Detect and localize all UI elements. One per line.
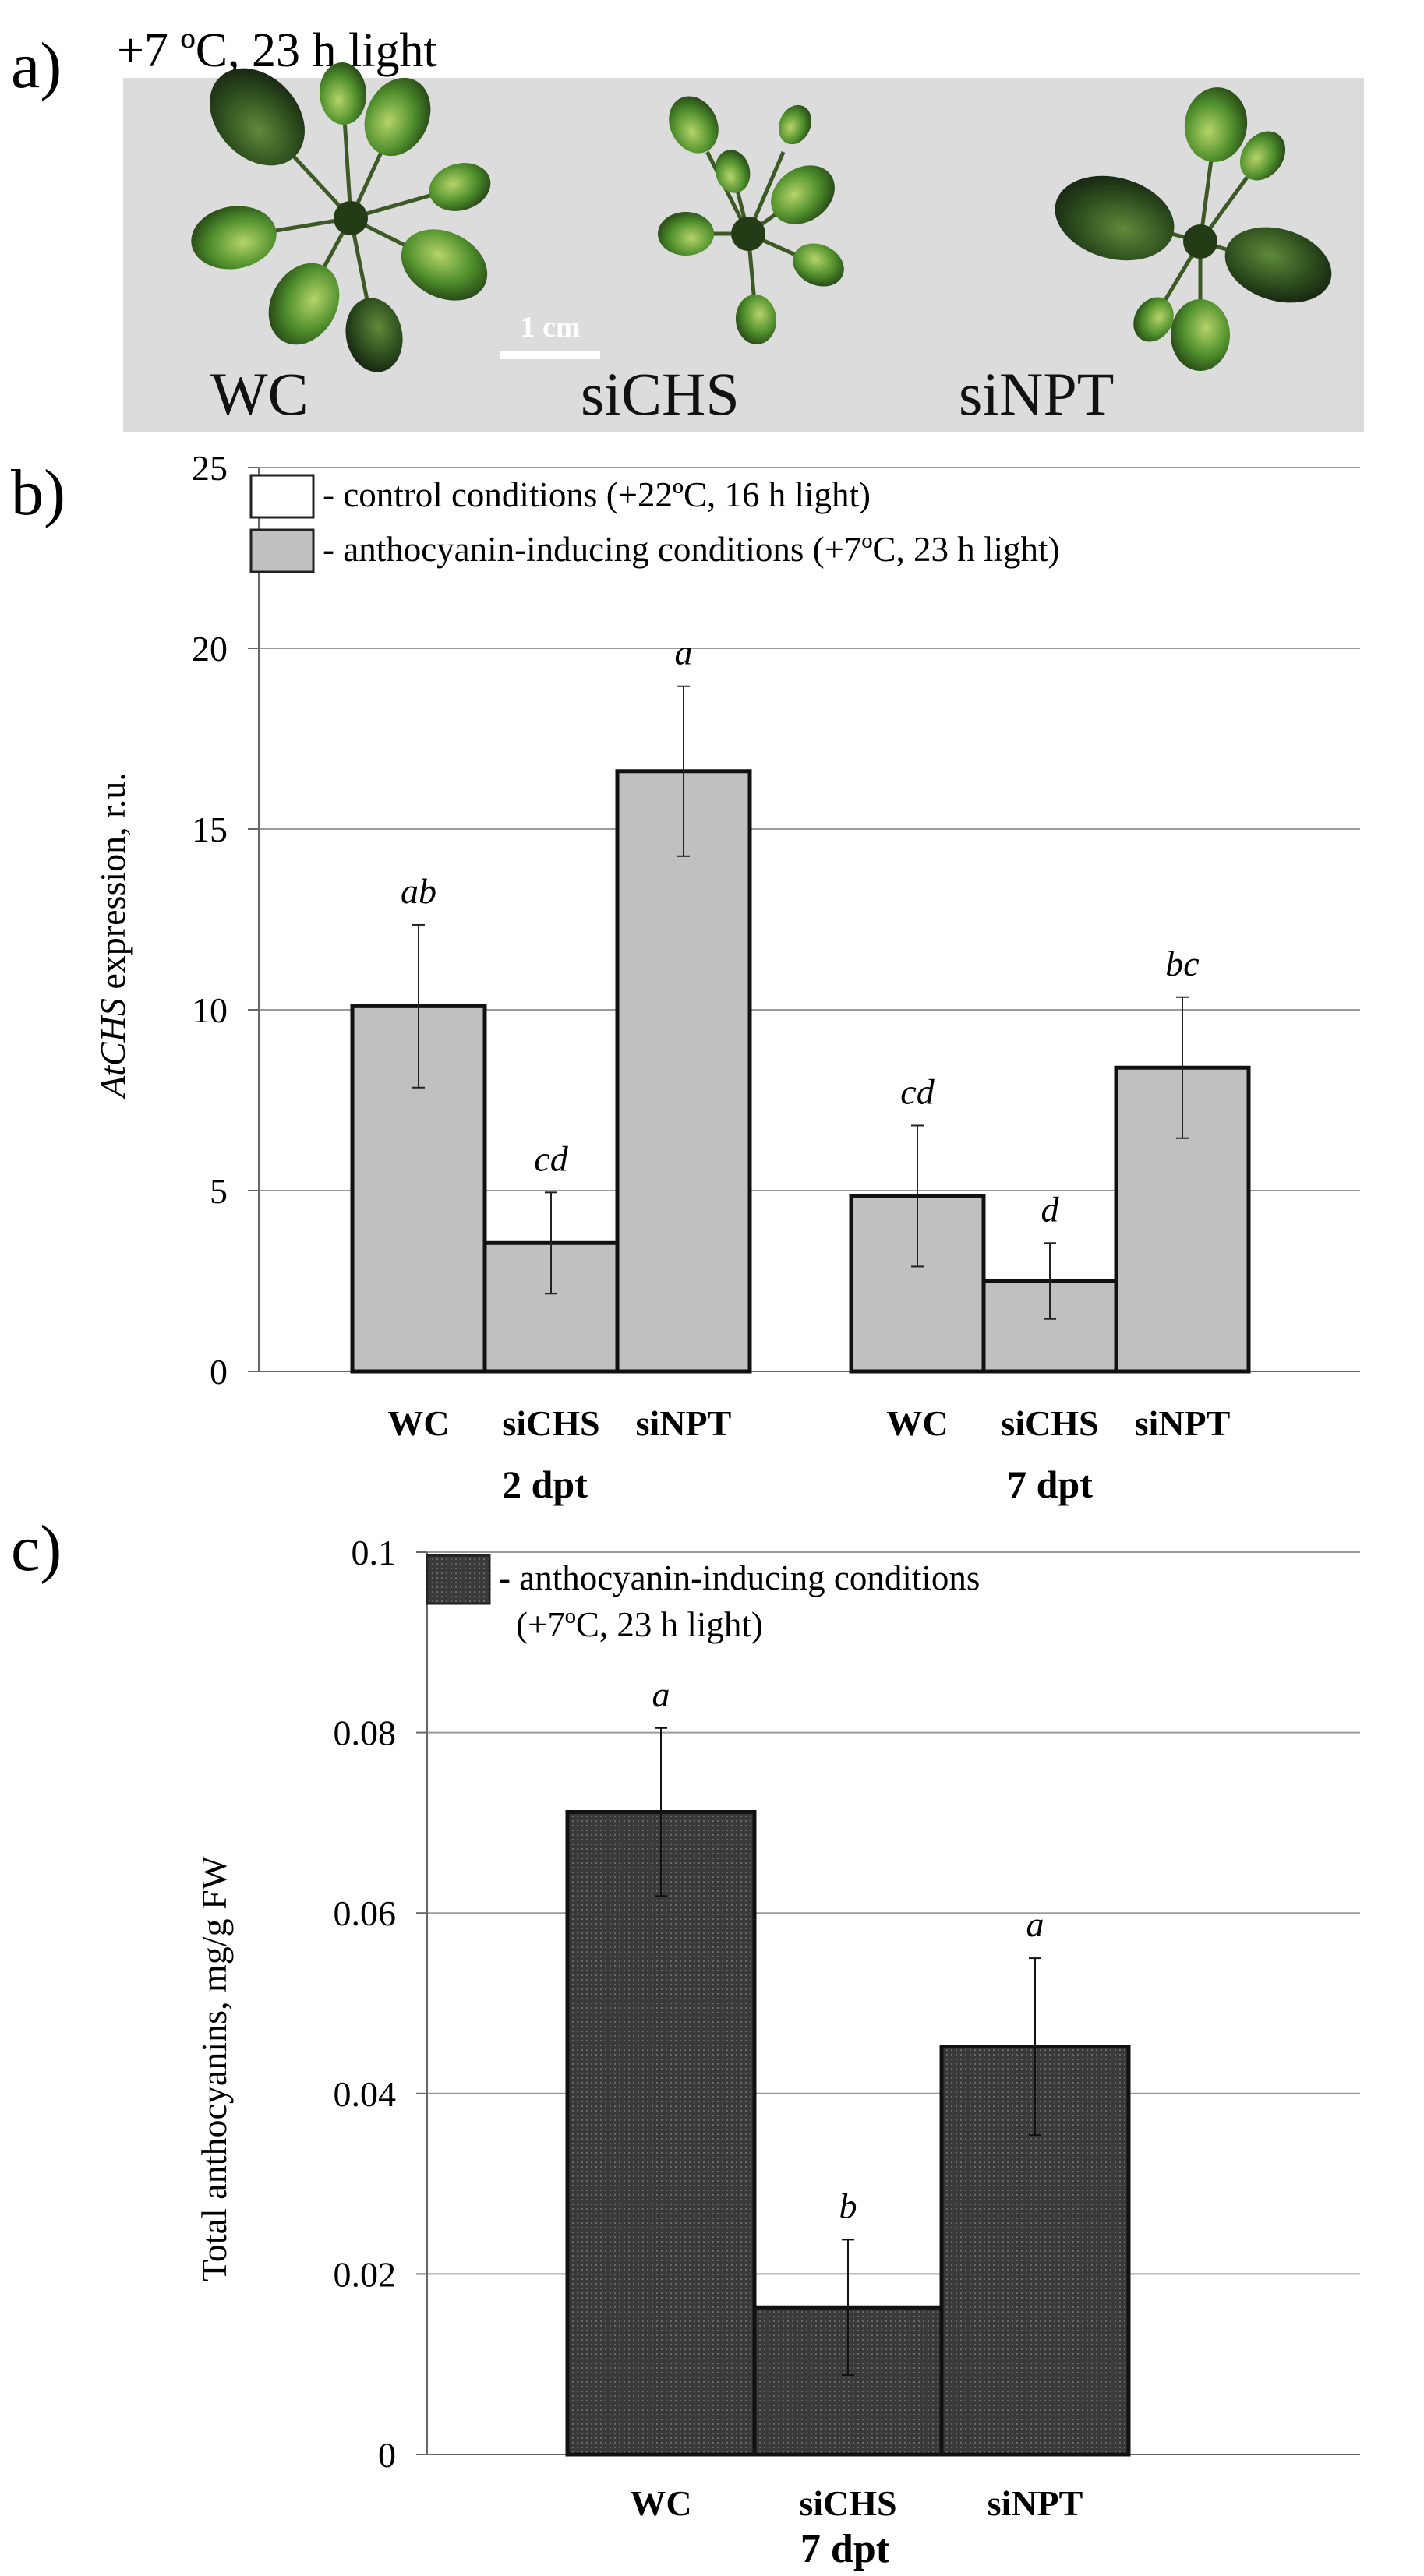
x-category-label: siCHS [799,2483,896,2523]
x-axis-title: 7 dpt [800,2527,890,2571]
legend-c-inducing-label: - anthocyanin-inducing conditions [499,1558,980,1597]
y-tick-label: 15 [192,810,228,849]
legend-b-inducing-swatch [249,528,315,573]
chart-b: 0 5 10 15 20 25 ab WC cd siCHS a siNPT 2 dpt cd WC d siC… [192,448,1360,1506]
legend-b-control-swatch [249,474,315,519]
chart-c: 0 0.02 0.04 0.06 0.08 0.1 a WC b siCHS a siNPT 7 dpt [334,1533,1360,2571]
leaf [191,206,277,270]
leaf [778,104,812,145]
panel-a-label: a) [11,30,62,102]
panel-a-title: +7 ºC, 23 h light [117,24,437,77]
chart-b-ylabel: AtCHS expression, r.u. [93,772,133,1100]
x-category-label: siNPT [988,2483,1083,2523]
bar [565,1810,757,2457]
leaf [1239,131,1286,181]
scale-bar [500,351,600,359]
chart-c-ylabel: Total anthocyanins, mg/g FW [194,1855,234,2281]
x-category-label: WC [387,1403,449,1443]
leaf [658,212,714,256]
y-tick-label: 0.04 [334,2074,397,2114]
panel-b-label: b) [11,457,65,529]
plant-photo [123,78,1364,432]
leaf [364,77,431,157]
y-tick-label: 0 [378,2435,396,2475]
leaf [319,62,367,125]
significance-letter: d [1041,1189,1060,1229]
x-category-label: siNPT [636,1403,732,1443]
leaf [1055,175,1175,261]
significance-letter: bc [1165,944,1199,983]
chart-b-ylabel-unit: expression, r.u. [93,772,133,998]
y-tick-label: 0.06 [334,1893,397,1933]
rosette-center [334,201,368,235]
y-tick-label: 25 [192,448,228,488]
scale-bar-label: 1 cm [520,311,580,344]
rosette-center [731,217,765,251]
significance-letter: a [675,633,693,672]
leaf [345,298,403,372]
y-tick-label: 0.1 [352,1533,397,1572]
leaf [1171,299,1230,371]
significance-letter: cd [534,1138,568,1178]
y-tick-label: 0 [210,1352,228,1392]
y-tick-label: 0.08 [334,1713,397,1753]
significance-letter: b [839,2186,857,2225]
leaf [210,68,305,166]
x-category-label: siNPT [1135,1403,1231,1443]
rosette-center [1183,224,1217,259]
panel-a: a) +7 ºC, 23 h light 1 cm WC siCHS siNPT [11,24,1364,432]
leaf [735,295,777,344]
legend-c-inducing-label-2: (+7ºC, 23 h light) [516,1605,763,1644]
leaf [1184,87,1248,162]
x-category-label: WC [630,2483,691,2523]
leaf [715,150,751,193]
significance-letter: cd [900,1071,935,1111]
significance-letter: a [1026,1904,1044,1944]
x-group-label: 2 dpt [502,1463,588,1506]
leaf [429,163,491,211]
leaf [793,243,844,287]
plant-label-sinpt: siNPT [959,360,1114,428]
legend-b-control-label: - control conditions (+22ºC, 16 h light) [323,475,871,514]
x-group-label: 7 dpt [1007,1463,1093,1506]
significance-letter: a [652,1674,670,1714]
leaf [669,96,719,154]
panel-c: c) 0 0.02 0.04 0.06 0.08 0.1 a WC b siCHS a siNPT 7 … [11,1512,1360,2571]
leaf [1133,297,1174,342]
x-category-label: siCHS [502,1403,599,1443]
bar [615,769,752,1374]
y-tick-label: 20 [192,629,228,669]
leaf [268,263,340,345]
chart-b-ylabel-gene: AtCHS [93,998,133,1100]
x-category-label: siCHS [1001,1403,1098,1443]
plant-rosettes [191,62,1332,372]
legend-c-inducing-swatch [426,1554,491,1605]
y-tick-label: 10 [192,990,228,1030]
leaf [1224,227,1332,303]
leaf [401,229,488,301]
plant-label-sichs: siCHS [581,360,740,428]
significance-letter: ab [401,871,436,911]
panel-c-label: c) [11,1512,62,1585]
leaf [771,165,835,224]
y-tick-label: 0.02 [334,2254,397,2294]
legend-b-inducing-label: - anthocyanin-inducing conditions (+7ºC,… [323,530,1059,569]
panel-b: b) 0 5 10 15 20 25 ab WC cd siCHS a siNPT 2 dpt cd WC d… [11,448,1360,1506]
x-category-label: WC [886,1403,948,1443]
y-tick-label: 5 [210,1171,228,1211]
plant-label-wc: WC [210,360,309,428]
